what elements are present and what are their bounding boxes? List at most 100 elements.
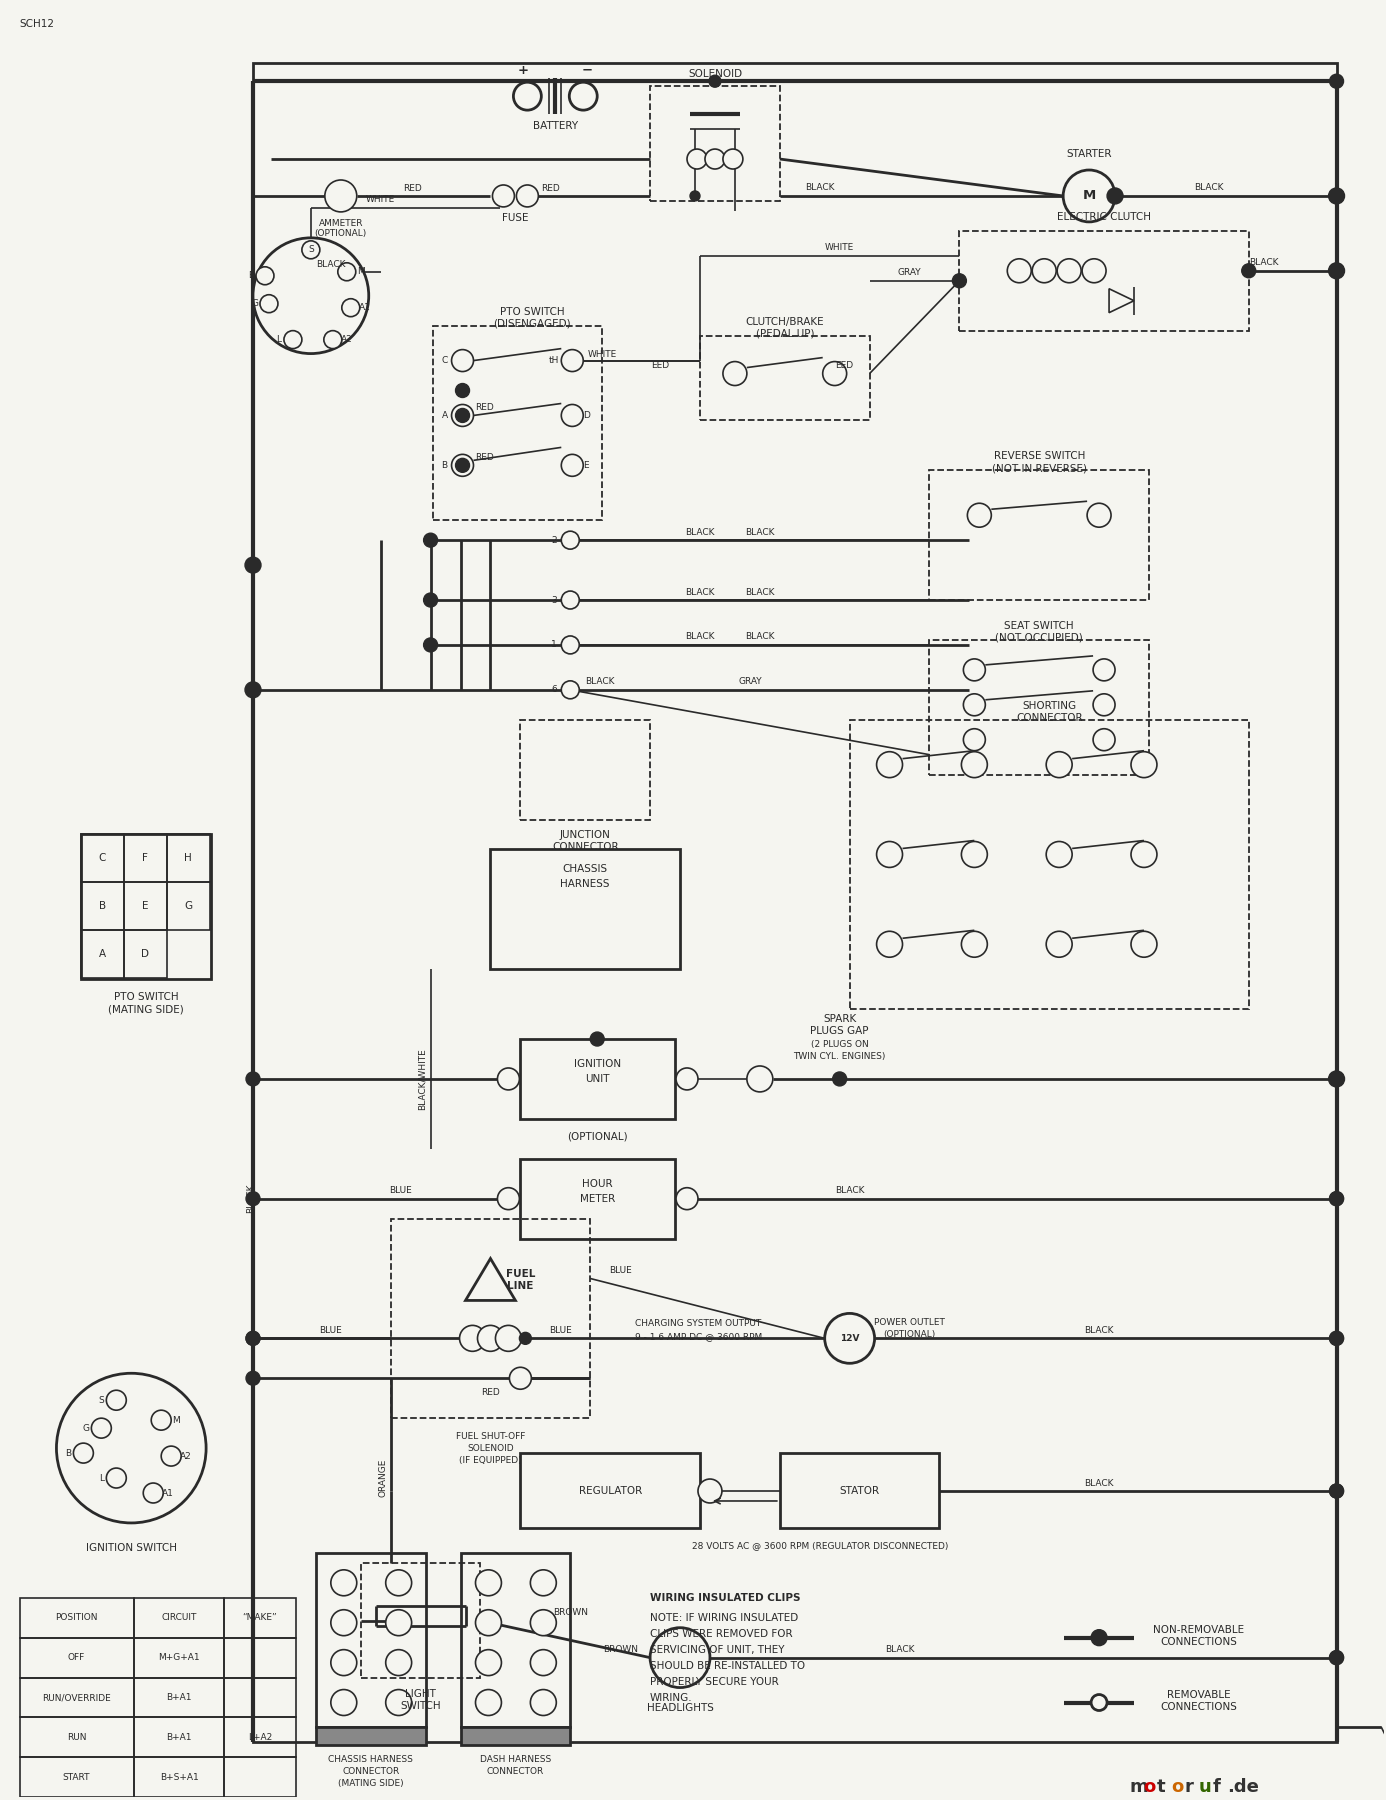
- Circle shape: [498, 1188, 520, 1210]
- Text: CONNECTOR: CONNECTOR: [342, 1768, 399, 1777]
- Circle shape: [331, 1690, 356, 1715]
- Circle shape: [492, 185, 514, 207]
- Circle shape: [650, 1627, 710, 1688]
- Text: BLACK: BLACK: [746, 527, 775, 536]
- Circle shape: [1329, 1192, 1343, 1206]
- Text: CONNECTOR: CONNECTOR: [1016, 713, 1082, 724]
- Text: CONNECTOR: CONNECTOR: [486, 1768, 545, 1777]
- Circle shape: [513, 83, 542, 110]
- Bar: [125, 835, 168, 882]
- Circle shape: [331, 1570, 356, 1597]
- Text: 1: 1: [552, 641, 557, 650]
- Text: (2 PLUGS ON: (2 PLUGS ON: [811, 1040, 869, 1049]
- Text: BLUE: BLUE: [389, 1186, 412, 1195]
- Text: BLACK: BLACK: [746, 587, 775, 596]
- Circle shape: [57, 1373, 207, 1523]
- Bar: [19, 1717, 134, 1757]
- Text: 3: 3: [552, 596, 557, 605]
- Text: PTO SWITCH: PTO SWITCH: [500, 306, 564, 317]
- Circle shape: [1329, 1332, 1343, 1345]
- Text: ORANGE: ORANGE: [378, 1458, 387, 1498]
- Bar: [391, 1219, 590, 1418]
- Text: C: C: [98, 853, 105, 864]
- Text: o: o: [1171, 1778, 1184, 1796]
- Bar: [19, 1638, 134, 1678]
- Circle shape: [456, 383, 470, 398]
- Bar: [125, 931, 168, 977]
- Bar: [959, 230, 1249, 331]
- Circle shape: [1091, 1629, 1107, 1645]
- Text: B: B: [442, 461, 448, 470]
- Text: IGNITION SWITCH: IGNITION SWITCH: [86, 1543, 177, 1553]
- Text: 12V: 12V: [840, 1334, 859, 1343]
- Bar: [700, 335, 869, 421]
- Circle shape: [705, 149, 725, 169]
- Text: F: F: [143, 853, 148, 864]
- Circle shape: [687, 149, 707, 169]
- Circle shape: [107, 1390, 126, 1409]
- Circle shape: [456, 459, 470, 472]
- Circle shape: [1329, 1483, 1343, 1498]
- Text: (PEDAL UP): (PEDAL UP): [755, 329, 814, 338]
- Circle shape: [475, 1609, 502, 1636]
- Text: DASH HARNESS: DASH HARNESS: [480, 1755, 552, 1764]
- Text: GRAY: GRAY: [739, 677, 762, 686]
- Text: BROWN: BROWN: [603, 1645, 638, 1654]
- Text: REVERSE SWITCH: REVERSE SWITCH: [994, 452, 1085, 461]
- Bar: [19, 1598, 134, 1638]
- Circle shape: [561, 405, 584, 427]
- Text: BLACK: BLACK: [685, 632, 715, 641]
- Circle shape: [1329, 1073, 1343, 1085]
- Text: REMOVABLE: REMOVABLE: [1167, 1690, 1231, 1699]
- Circle shape: [478, 1325, 503, 1352]
- Text: M: M: [1082, 189, 1096, 202]
- Circle shape: [1329, 1071, 1344, 1087]
- Circle shape: [876, 931, 902, 958]
- Circle shape: [531, 1570, 556, 1597]
- Text: JUNCTION: JUNCTION: [560, 830, 611, 841]
- Circle shape: [475, 1570, 502, 1597]
- Circle shape: [143, 1483, 164, 1503]
- Circle shape: [710, 76, 721, 86]
- Text: SHORTING: SHORTING: [1021, 700, 1077, 711]
- Circle shape: [963, 659, 985, 680]
- Text: M+G+A1: M+G+A1: [158, 1652, 200, 1661]
- Bar: [134, 1598, 225, 1638]
- Text: u: u: [1199, 1778, 1211, 1796]
- Circle shape: [1242, 265, 1256, 277]
- Text: (NOT IN REVERSE): (NOT IN REVERSE): [992, 463, 1087, 473]
- Text: (OPTIONAL): (OPTIONAL): [567, 1132, 628, 1141]
- Circle shape: [690, 191, 700, 202]
- Text: A: A: [98, 949, 105, 959]
- Bar: [82, 835, 211, 979]
- Circle shape: [823, 362, 847, 385]
- Text: (IF EQUIPPED): (IF EQUIPPED): [459, 1456, 521, 1465]
- Circle shape: [1131, 931, 1157, 958]
- Circle shape: [385, 1570, 412, 1597]
- Circle shape: [245, 558, 261, 572]
- Circle shape: [424, 637, 438, 652]
- Text: BLACK: BLACK: [1249, 257, 1278, 266]
- Circle shape: [1046, 841, 1073, 868]
- Circle shape: [723, 362, 747, 385]
- Text: CONNECTIONS: CONNECTIONS: [1160, 1636, 1238, 1647]
- Bar: [134, 1717, 225, 1757]
- Circle shape: [833, 1073, 847, 1085]
- Bar: [460, 1728, 570, 1746]
- Circle shape: [254, 238, 369, 353]
- Text: E: E: [141, 902, 148, 911]
- Text: L+A2: L+A2: [248, 1733, 272, 1742]
- Circle shape: [876, 841, 902, 868]
- Circle shape: [151, 1409, 172, 1431]
- Circle shape: [385, 1649, 412, 1676]
- Circle shape: [962, 752, 987, 778]
- Text: r: r: [1185, 1778, 1193, 1796]
- Circle shape: [331, 1649, 356, 1676]
- Circle shape: [475, 1690, 502, 1715]
- Bar: [225, 1598, 295, 1638]
- Bar: [460, 1553, 570, 1728]
- Circle shape: [1329, 74, 1343, 88]
- Circle shape: [676, 1067, 699, 1091]
- Text: PTO SWITCH: PTO SWITCH: [114, 992, 179, 1003]
- Text: ELECTRIC CLUTCH: ELECTRIC CLUTCH: [1058, 212, 1150, 221]
